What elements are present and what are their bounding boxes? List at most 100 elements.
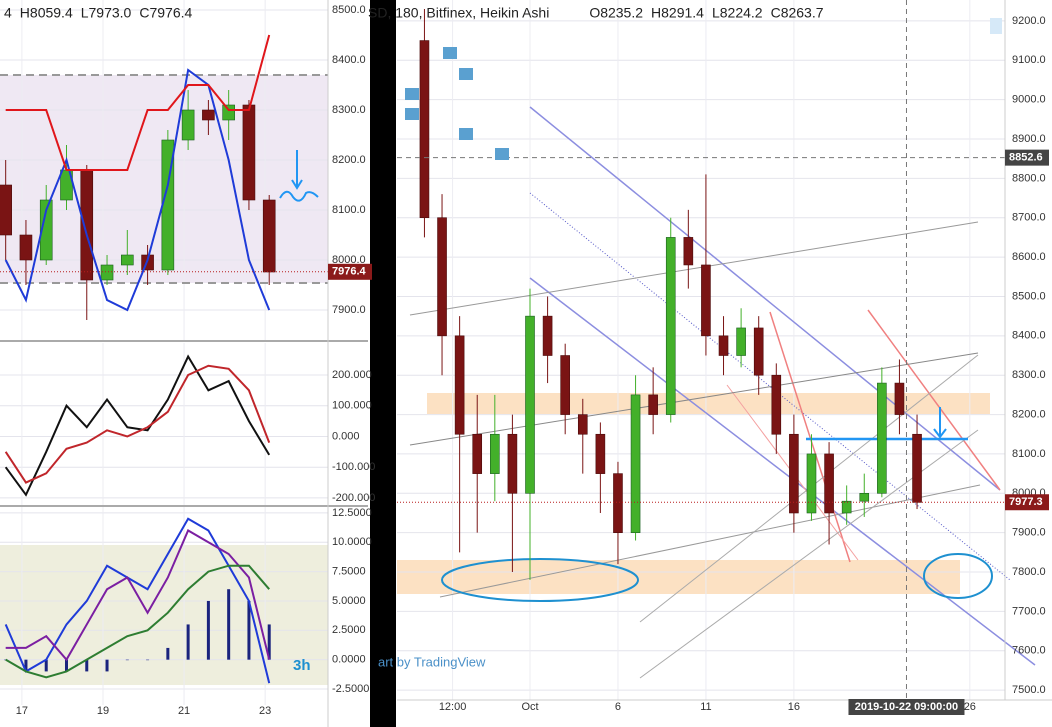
black-band [370,0,396,727]
icon [459,68,473,80]
icon [405,108,419,120]
chart-title: SD, 180, Bitfinex, Heikin Ashi [368,5,549,21]
y-tick-label: 2.5000 [332,624,366,636]
y-tick-label: -100.000 [332,461,375,473]
candle-body [912,433,922,503]
y-tick-label: -200.000 [332,492,375,504]
x-tick-label: 19 [97,705,109,717]
y-tick-label: 9100.0 [1012,54,1046,66]
indicator-line [4,354,271,497]
y-tick-label: 9200.0 [1012,15,1046,27]
y-tick-label: 8300.0 [332,104,366,116]
candle-body [525,315,535,494]
y-tick-label: 10.0000 [332,536,372,548]
arrow [933,407,947,439]
candle-body [121,254,134,266]
y-tick-label: 0.0000 [332,654,366,666]
date-badge [848,699,965,715]
candle-body [507,433,518,494]
y-tick-label: 8400.0 [332,54,366,66]
trend-line [409,221,979,316]
y-tick-label: 7900.0 [1012,527,1046,539]
y-tick-label: 5.0000 [332,595,366,607]
candle-body [202,109,215,121]
y-tick-label: 12.5000 [332,507,372,519]
x-tick-label: 12:00 [439,701,467,713]
ohlc-label: L8224.2 [712,5,763,21]
ellipse [923,553,993,599]
candle-body [181,109,195,141]
ellipse [441,558,639,602]
candle-body [577,414,588,435]
watermark: art by TradingView [378,654,486,669]
candle-body [595,433,606,474]
y-tick-label: 7800.0 [1012,566,1046,578]
price-badge-label: 8852.6 [1009,152,1043,164]
icon [443,47,457,59]
histogram-bar [105,659,109,672]
trend-line [867,309,1001,491]
annotation-arrow [279,150,319,202]
y-tick-label: 8900.0 [1012,133,1046,145]
indicator-line [5,529,271,662]
y-tick-label: 9000.0 [1012,94,1046,106]
candle-body [613,473,623,533]
pane-annotation: 3h [293,657,311,674]
x-tick-label: 26 [964,701,976,713]
y-tick-label: 7.5000 [332,565,366,577]
candle-body [753,327,764,376]
y-tick-label: 8400.0 [1012,330,1046,342]
y-tick-label: 8800.0 [1012,172,1046,184]
y-tick-label: 8000.0 [332,254,366,266]
histogram-bar [24,659,28,672]
candle-body [806,453,817,514]
y-tick-label: 8500.0 [1012,290,1046,302]
ohlc-label: O8235.2 [589,5,643,21]
scale-button[interactable] [990,18,1002,34]
candle-body [490,433,500,474]
trend-line [529,106,1001,491]
labels: 7900.0 8000.0 8100.0 8200.0 8300.0 8400.0 8500… [4,4,1049,717]
ohlc-label: C8263.7 [771,5,824,21]
price-badge-label: 7977.3 [1009,496,1043,508]
candle-body [894,382,905,415]
candle-body [718,335,729,356]
candle-body [419,40,430,219]
y-tick-label: 8700.0 [1012,212,1046,224]
candle-body [665,237,676,415]
candle-body [542,315,553,356]
indicator-line [4,68,271,312]
icon [495,148,509,160]
histogram-bar [227,589,231,660]
trend-line [409,352,979,446]
y-tick-label: 100.000 [332,400,372,412]
candle-body [824,453,834,514]
histogram-bar [186,624,190,660]
y-tick-label: 200.000 [332,369,372,381]
y-tick-label: 8300.0 [1012,369,1046,381]
y-tick-label: 7900.0 [332,304,366,316]
indicator-line [4,364,271,484]
y-tick-label: 8500.0 [332,4,366,16]
y-tick-label: 8600.0 [1012,251,1046,263]
histogram-bar [146,659,150,661]
candle-body [841,500,852,514]
indicator-line [5,564,270,679]
y-tick-label: 7700.0 [1012,605,1046,617]
histogram-bar [166,647,170,660]
trend-line [769,311,851,563]
price-badge-label: 7976.4 [332,266,367,278]
y-tick-label: -2.5000 [332,683,369,695]
candle-body [222,104,235,121]
candle-body [80,169,94,281]
candle-body [683,237,694,266]
y-tick-label: 7600.0 [1012,645,1046,657]
price-badge [328,263,372,280]
y-tick-label: 8200.0 [332,154,366,166]
histogram-bar [247,600,251,660]
ohlc-label: H8291.4 [651,5,704,21]
candle-body [437,217,447,337]
indicator-line [5,34,271,171]
ohlc-label: H8059.4 [20,5,73,21]
